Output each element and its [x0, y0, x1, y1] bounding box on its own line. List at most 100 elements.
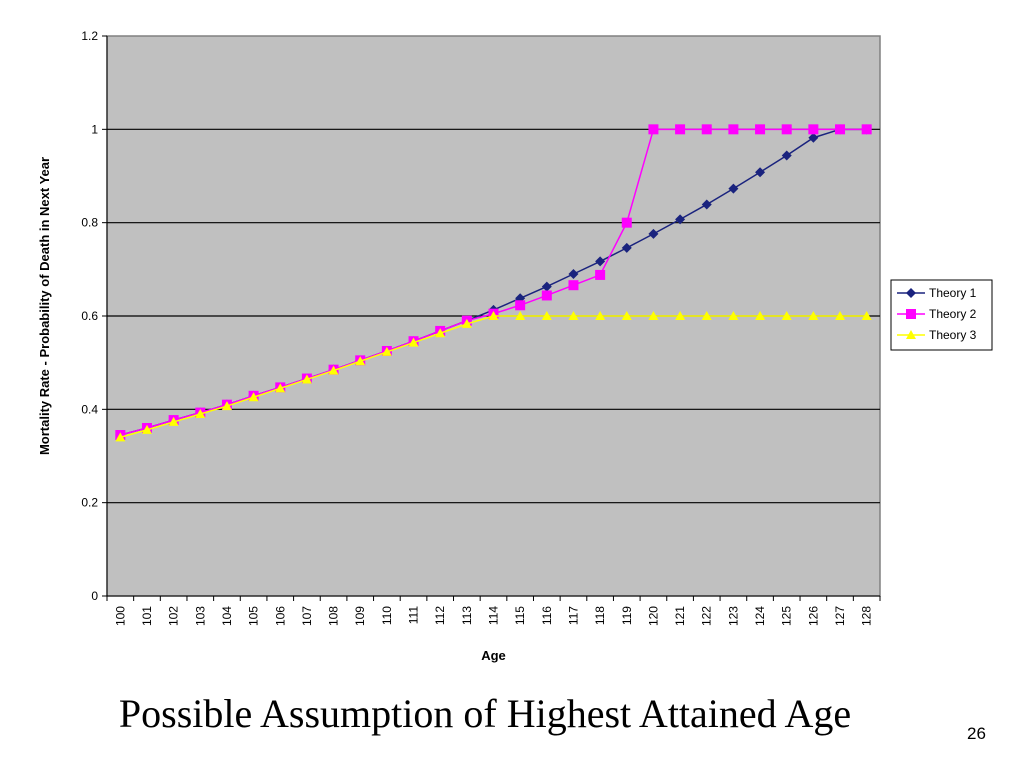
- data-point-triangle: [781, 311, 792, 320]
- data-point-triangle: [195, 409, 206, 418]
- data-point-triangle: [906, 330, 916, 339]
- data-point-triangle: [595, 311, 606, 320]
- data-point-square: [835, 124, 846, 135]
- data-point-square: [728, 124, 739, 135]
- x-tick-label: 111: [407, 606, 421, 625]
- x-axis-label: Age: [481, 648, 506, 663]
- data-point-triangle: [248, 392, 259, 402]
- data-point-triangle: [648, 311, 659, 320]
- x-tick-label: 118: [593, 606, 607, 625]
- data-point-diamond: [781, 150, 792, 161]
- y-tick-label: 1.2: [81, 29, 98, 43]
- data-point-triangle: [115, 432, 126, 442]
- data-point-triangle: [675, 311, 686, 320]
- data-point-triangle: [381, 346, 392, 356]
- legend-label: Theory 3: [929, 328, 977, 342]
- legend-item: Theory 1: [897, 286, 977, 300]
- data-point-diamond: [808, 132, 819, 143]
- data-point-diamond: [906, 288, 916, 298]
- data-point-diamond: [755, 167, 766, 178]
- data-point-diamond: [541, 281, 552, 292]
- page-number: 26: [967, 724, 986, 743]
- data-point-diamond: [648, 228, 659, 239]
- x-tick-label: 104: [220, 606, 234, 626]
- x-tick-label: 114: [487, 606, 501, 625]
- data-point-triangle: [701, 311, 712, 320]
- data-point-diamond: [675, 214, 686, 225]
- data-point-triangle: [328, 365, 339, 375]
- data-point-triangle: [301, 374, 312, 384]
- mortality-line-chart: 0 0.2 0.4 0.6 0.8 1 1.2 100 101 102 103 104 105 106 10…: [37, 29, 993, 663]
- data-point-triangle: [355, 356, 366, 366]
- data-point-triangle: [835, 311, 846, 320]
- data-point-diamond: [568, 269, 579, 279]
- data-point-square: [861, 124, 872, 135]
- x-tick-label: 116: [540, 606, 554, 625]
- legend-item: Theory 2: [897, 307, 977, 321]
- data-point-square: [781, 124, 792, 135]
- data-point-square: [701, 124, 712, 135]
- data-point-diamond: [701, 199, 712, 210]
- data-point-triangle: [275, 383, 286, 393]
- data-point-square: [648, 124, 659, 135]
- x-tick-label: 100: [113, 606, 127, 626]
- data-point-triangle: [221, 401, 232, 411]
- y-tick-label: 0.8: [81, 216, 98, 230]
- y-tick-label: 0.2: [81, 496, 98, 510]
- x-tick-label: 112: [433, 606, 447, 625]
- data-point-diamond: [595, 256, 606, 267]
- x-tick-label: 115: [513, 606, 527, 625]
- data-point-diamond: [621, 242, 632, 253]
- x-tick-label: 121: [673, 606, 687, 626]
- y-tick-label: 0.4: [81, 402, 98, 416]
- x-tick-label: 127: [833, 606, 847, 626]
- x-tick-label: 106: [273, 606, 287, 626]
- data-point-square: [675, 124, 686, 135]
- slide-title: Possible Assumption of Highest Attained …: [118, 691, 852, 736]
- data-point-square: [808, 124, 819, 135]
- x-tick-label: 126: [806, 606, 820, 626]
- x-tick-label: 123: [726, 606, 740, 626]
- x-tick-label: 110: [380, 606, 394, 625]
- x-tick-label: 103: [193, 606, 207, 626]
- data-point-square: [568, 280, 579, 291]
- x-tick-label: 102: [167, 606, 181, 626]
- x-tick-label: 128: [860, 606, 874, 626]
- data-point-square: [906, 309, 916, 319]
- data-point-triangle: [168, 416, 179, 426]
- data-point-triangle: [141, 424, 152, 434]
- legend-label: Theory 1: [929, 286, 977, 300]
- x-tick-label: 124: [753, 606, 767, 626]
- data-point-square: [621, 217, 632, 228]
- data-point-triangle: [515, 311, 526, 320]
- axes: 0 0.2 0.4 0.6 0.8 1 1.2 100 101 102 103 104 105 106 10…: [81, 29, 881, 626]
- data-point-triangle: [808, 311, 819, 320]
- data-point-triangle: [435, 328, 446, 338]
- data-point-triangle: [568, 311, 579, 320]
- y-axis-label: Mortality Rate - Probability of Death in…: [37, 157, 52, 455]
- data-point-triangle: [755, 311, 766, 320]
- y-tick-label: 1: [91, 122, 98, 136]
- x-tick-label: 105: [247, 606, 261, 626]
- x-tick-label: 108: [327, 606, 341, 626]
- data-point-square: [515, 300, 526, 311]
- data-point-triangle: [488, 311, 499, 320]
- x-tick-label: 109: [353, 606, 367, 626]
- data-point-square: [541, 290, 552, 301]
- x-tick-label: 117: [566, 606, 580, 625]
- series-layer: [115, 124, 872, 442]
- data-point-triangle: [861, 311, 872, 320]
- x-tick-label: 122: [700, 606, 714, 626]
- data-point-triangle: [728, 311, 739, 320]
- data-point-triangle: [408, 337, 419, 347]
- x-tick-label: 113: [460, 606, 474, 625]
- x-tick-label: 119: [620, 606, 634, 625]
- legend: Theory 1 Theory 2 Theory 3: [890, 279, 993, 351]
- legend-label: Theory 2: [929, 307, 977, 321]
- data-point-triangle: [621, 311, 632, 320]
- series-theory-3: [115, 311, 872, 442]
- legend-item: Theory 3: [897, 328, 977, 342]
- data-point-square: [595, 269, 606, 280]
- x-tick-label: 120: [646, 606, 660, 626]
- y-tick-label: 0.6: [81, 309, 98, 323]
